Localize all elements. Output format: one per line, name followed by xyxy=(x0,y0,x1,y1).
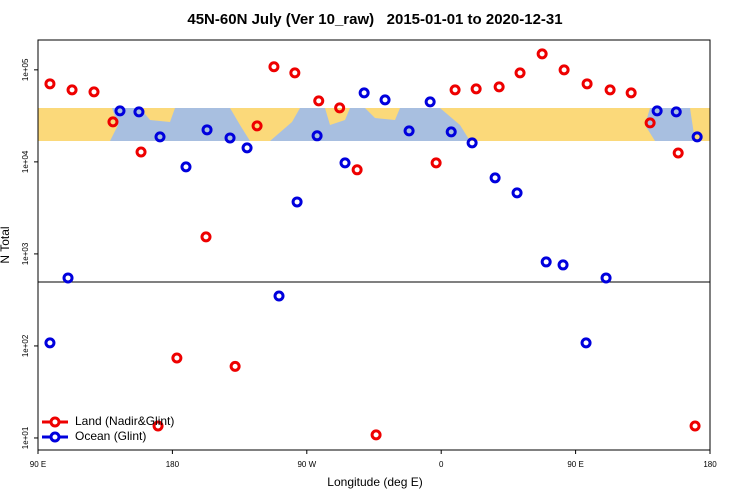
point xyxy=(229,360,241,372)
x-tick-label: 180 xyxy=(166,460,180,469)
x-axis-label: Longitude (deg E) xyxy=(327,475,422,489)
point xyxy=(358,87,370,99)
point xyxy=(114,105,126,117)
y-tick-label: 1e+05 xyxy=(21,58,30,81)
point xyxy=(470,83,482,95)
x-tick-label: 90 W xyxy=(297,460,316,469)
legend-label: Land (Nadir&Glint) xyxy=(75,414,174,428)
point xyxy=(540,256,552,268)
point xyxy=(351,164,363,176)
chart-title: 45N-60N July (Ver 10_raw) 2015-01-01 to … xyxy=(187,11,562,28)
point xyxy=(200,231,212,243)
point xyxy=(268,61,280,73)
map-strip xyxy=(38,108,710,141)
y-tick-label: 1e+02 xyxy=(21,334,30,357)
point xyxy=(311,130,323,142)
point xyxy=(672,147,684,159)
point xyxy=(339,157,351,169)
legend-marker xyxy=(49,431,61,443)
x-tick-label: 180 xyxy=(703,460,717,469)
legend-label: Ocean (Glint) xyxy=(75,429,146,443)
point xyxy=(600,272,612,284)
point xyxy=(370,429,382,441)
point xyxy=(604,84,616,96)
point xyxy=(511,187,523,199)
point xyxy=(44,78,56,90)
point xyxy=(651,105,663,117)
point xyxy=(180,161,192,173)
x-tick-label: 90 E xyxy=(567,460,583,469)
point xyxy=(291,196,303,208)
point xyxy=(489,172,501,184)
x-tick-label: 90 E xyxy=(30,460,46,469)
point xyxy=(403,125,415,137)
y-tick-label: 1e+01 xyxy=(21,426,30,449)
point xyxy=(581,78,593,90)
point xyxy=(430,157,442,169)
point xyxy=(313,95,325,107)
point xyxy=(88,86,100,98)
y-axis-label: N Total xyxy=(0,226,12,263)
point xyxy=(644,117,656,129)
point xyxy=(154,131,166,143)
point xyxy=(424,96,436,108)
point xyxy=(135,146,147,158)
y-tick-label: 1e+04 xyxy=(21,150,30,173)
point xyxy=(445,126,457,138)
point xyxy=(466,137,478,149)
y-tick-label: 1e+03 xyxy=(21,242,30,265)
point xyxy=(66,84,78,96)
point xyxy=(273,290,285,302)
point xyxy=(514,67,526,79)
point xyxy=(557,259,569,271)
point xyxy=(689,420,701,432)
point xyxy=(625,87,637,99)
point xyxy=(558,64,570,76)
point xyxy=(334,102,346,114)
point xyxy=(691,131,703,143)
point xyxy=(289,67,301,79)
point xyxy=(493,81,505,93)
point xyxy=(152,420,164,432)
point xyxy=(201,124,213,136)
point xyxy=(224,132,236,144)
point xyxy=(107,116,119,128)
x-tick-label: 0 xyxy=(439,460,444,469)
point xyxy=(449,84,461,96)
point xyxy=(171,352,183,364)
point xyxy=(241,142,253,154)
plot-frame xyxy=(37,39,711,451)
point xyxy=(379,94,391,106)
point xyxy=(536,48,548,60)
legend-marker xyxy=(49,416,61,428)
point xyxy=(251,120,263,132)
point xyxy=(670,106,682,118)
point xyxy=(62,272,74,284)
point xyxy=(133,106,145,118)
point xyxy=(580,337,592,349)
point xyxy=(44,337,56,349)
